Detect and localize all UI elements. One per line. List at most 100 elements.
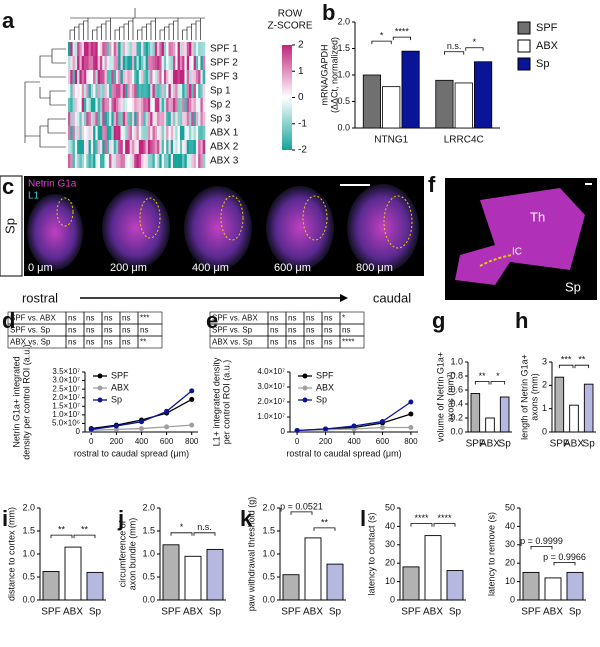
heatmap-cell (120, 98, 124, 112)
heatmap-cell (138, 84, 142, 98)
heatmap-cell (175, 140, 178, 154)
table-text: ns (324, 338, 332, 347)
heatmap-cell (161, 84, 165, 98)
bar (544, 577, 562, 601)
heatmap-cell (157, 70, 160, 84)
y-tick-label: 0.0 (262, 594, 275, 604)
heatmap-cell (138, 56, 142, 70)
bar (583, 383, 594, 433)
heatmap-cell (134, 42, 137, 56)
y-tick-label: 50 (505, 502, 515, 512)
y-axis-label: length of Netrin G1a+ (519, 354, 529, 440)
heatmap-cell (175, 56, 178, 70)
heatmap-cell (79, 98, 82, 112)
heatmap-cell (113, 140, 117, 154)
x-tick-label: SPF (466, 439, 485, 450)
heatmap-cell (81, 140, 85, 154)
heatmap-cell (120, 56, 124, 70)
y-axis-label: (ΔΔCt, normalized) (329, 37, 339, 113)
heatmap-cell (120, 112, 124, 126)
y-tick-label: 20 (505, 558, 515, 568)
heatmap-cell (106, 98, 110, 112)
heatmap-cell (177, 154, 181, 168)
y-tick-label: 0.2 (450, 412, 463, 422)
sig-bracket (313, 527, 336, 531)
heatmap-cell (88, 70, 92, 84)
heatmap-cell (150, 70, 153, 84)
heatmap-cell (70, 70, 73, 84)
side-box (0, 175, 23, 277)
heatmap-cell (170, 42, 174, 56)
bar (522, 571, 540, 601)
heatmap-cell (109, 56, 112, 70)
y-tick-label: 0 (542, 426, 547, 436)
heatmap-cell (202, 98, 206, 112)
heatmap-cell (193, 42, 197, 56)
heatmap-cell (191, 154, 194, 168)
heatmap-cell (138, 140, 142, 154)
heatmap-cell (175, 98, 178, 112)
heatmap-cell (134, 98, 137, 112)
point (379, 419, 385, 424)
heatmap-cell (104, 140, 108, 154)
heatmap-cell (79, 70, 82, 84)
heatmap-cell (161, 70, 165, 84)
heatmap-cell (198, 56, 201, 70)
heatmap-cell (189, 84, 192, 98)
heatmap-cell (77, 70, 80, 84)
heatmap-cell (159, 98, 162, 112)
heatmap-cell (95, 112, 98, 126)
heatmap-cell (161, 42, 165, 56)
heatmap-cell (131, 126, 135, 140)
heatmap-cell (200, 42, 204, 56)
y-tick-label: 1.5 (142, 525, 155, 535)
heatmap-cell (70, 56, 73, 70)
image-label: Sp (565, 279, 581, 294)
heatmap-cell (186, 98, 190, 112)
heatmap-cell (145, 112, 149, 126)
x-tick-label: Sp (569, 607, 582, 618)
heatmap-cell (186, 126, 190, 140)
heatmap-cell (118, 56, 121, 70)
heatmap-cell (186, 154, 190, 168)
heatmap-cell (147, 98, 151, 112)
sig-bracket (558, 364, 574, 369)
heatmap-cell (182, 70, 185, 84)
heatmap-cell (138, 154, 142, 168)
heatmap-cell (161, 140, 165, 154)
panel-letter: a (2, 8, 15, 33)
heatmap-cell (115, 98, 119, 112)
heatmap-cell (86, 84, 89, 98)
heatmap-cell (129, 42, 133, 56)
heatmap-cell (113, 70, 117, 84)
bar (446, 570, 464, 601)
heatmap-cell (170, 154, 174, 168)
heatmap-cell (93, 98, 96, 112)
heatmap-cell (72, 112, 76, 126)
heatmap-cell (200, 112, 204, 126)
table-text: ns (306, 314, 314, 323)
heatmap-cell (72, 154, 76, 168)
heatmap-cell (170, 140, 174, 154)
table-text: ns (68, 326, 76, 335)
point (189, 388, 195, 394)
bar (86, 571, 104, 601)
heatmap-cell (141, 42, 144, 56)
depth-label: 0 μm (28, 262, 53, 274)
heatmap-cell (131, 70, 135, 84)
heatmap-cell (88, 140, 92, 154)
heatmap-cell (138, 98, 142, 112)
heatmap-cell (182, 56, 185, 70)
heatmap-cell (77, 154, 80, 168)
heatmap-cell (202, 126, 206, 140)
roi (383, 195, 413, 249)
x-tick-label: NTNG1 (374, 135, 408, 146)
panel-letter: g (432, 308, 445, 333)
panel-letter: f (428, 172, 436, 197)
heatmap-cell (81, 98, 85, 112)
heatmap-cell (168, 126, 172, 140)
bar (326, 563, 344, 601)
heatmap-cell (163, 112, 167, 126)
colorbar (282, 45, 292, 150)
heatmap-cell (77, 126, 80, 140)
